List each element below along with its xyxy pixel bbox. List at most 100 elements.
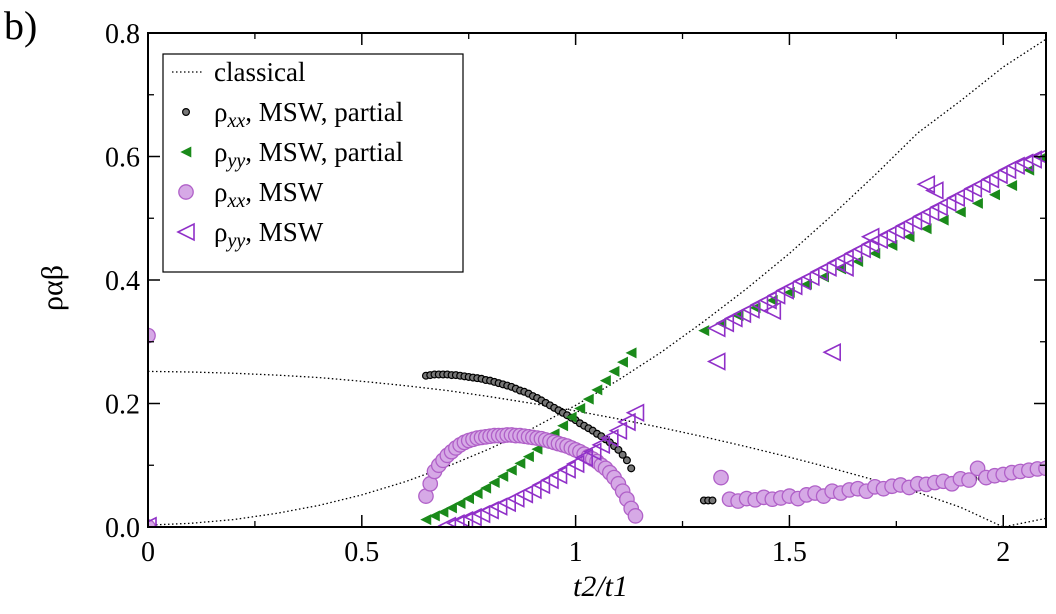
legend-entry: ρyy, MSW [176, 217, 324, 252]
data-point [698, 325, 710, 337]
data-point [591, 435, 611, 455]
x-tick-label: 1 [569, 537, 583, 568]
data-point [582, 442, 602, 461]
x-axis-label: t2/t1 [573, 570, 628, 603]
data-point [713, 469, 729, 486]
data-point [627, 464, 636, 473]
legend-label: ρyy, MSW, partial [214, 137, 403, 172]
data-point [600, 428, 619, 448]
data-point [920, 202, 940, 222]
data-point [488, 477, 500, 489]
data-point [523, 480, 542, 500]
data-point [886, 221, 906, 240]
data-point [420, 514, 432, 526]
data-point [835, 258, 854, 277]
data-point [522, 451, 534, 463]
data-point [622, 456, 631, 465]
data-point [445, 502, 457, 514]
series-4 [148, 149, 1046, 527]
legend-marker [180, 146, 192, 158]
data-point [852, 239, 871, 259]
data-point [497, 470, 509, 482]
data-point [971, 197, 983, 209]
data-point [1023, 164, 1035, 176]
data-point [916, 174, 936, 194]
data-point [437, 516, 457, 527]
legend-label: ρyy, MSW [214, 217, 324, 252]
data-point [608, 421, 628, 440]
data-point [706, 318, 726, 338]
legend-marker [176, 222, 195, 242]
x-tick-label: 1.5 [772, 537, 807, 568]
data-point [860, 227, 880, 247]
legend-marker [178, 184, 194, 200]
data-point [540, 470, 559, 490]
y-tick-label: 0.4 [105, 266, 140, 297]
data-point [616, 356, 628, 368]
data-point [454, 498, 466, 510]
data-point [480, 482, 492, 494]
data-point [972, 174, 991, 194]
x-tick-label: 2 [996, 537, 1010, 568]
data-point [531, 475, 551, 495]
data-point [989, 189, 1000, 201]
data-point [835, 249, 854, 268]
data-point [822, 342, 841, 362]
data-point [548, 465, 568, 485]
data-point [618, 450, 627, 459]
data-point [625, 347, 637, 359]
data-point [1031, 149, 1046, 164]
y-tick-label: 0.6 [105, 143, 140, 174]
legend-label: ρxx, MSW [214, 177, 324, 212]
data-point [514, 457, 526, 469]
data-point [741, 300, 760, 319]
data-point [954, 206, 966, 218]
legend-entry: ρxx, MSW [178, 177, 324, 212]
data-point [437, 506, 449, 518]
data-point [148, 516, 157, 527]
data-point [903, 231, 915, 243]
data-point [758, 291, 777, 310]
x-tick-label: 0 [141, 537, 155, 568]
data-point [565, 454, 585, 474]
y-tick-label: 0.0 [105, 513, 140, 544]
legend-entry: ρxx, MSW, partial [182, 97, 403, 132]
data-point [505, 464, 517, 476]
data-point [617, 412, 636, 432]
legend-marker [182, 107, 191, 116]
data-point [582, 393, 594, 405]
data-point [989, 165, 1008, 185]
data-point [557, 420, 569, 432]
data-point [625, 403, 645, 423]
classical-curve-1 [148, 370, 1046, 527]
legend-label: classical [214, 57, 305, 87]
y-tick-label: 0.2 [105, 390, 140, 421]
data-point [471, 488, 483, 500]
data-point [961, 472, 977, 488]
data-point [574, 448, 593, 468]
data-point [599, 375, 611, 387]
legend-entry: classical [172, 57, 305, 87]
legend-box [162, 53, 464, 273]
data-point [925, 181, 944, 200]
data-point [762, 301, 782, 321]
data-point [937, 193, 957, 213]
data-point [627, 508, 644, 524]
series-2 [420, 152, 1046, 526]
data-point [903, 212, 923, 231]
data-point [920, 223, 932, 235]
data-point [954, 184, 974, 203]
data-point [557, 460, 576, 479]
data-point [706, 352, 726, 371]
legend-entry: ρyy, MSW, partial [180, 137, 403, 172]
data-point [463, 493, 475, 505]
data-point [591, 384, 603, 396]
y-tick-label: 0.8 [105, 19, 140, 50]
panel-label: b) [4, 3, 38, 48]
data-point [749, 302, 761, 314]
data-point [708, 496, 717, 505]
data-point [783, 276, 803, 296]
series-3 [148, 327, 1046, 527]
data-point [428, 510, 440, 522]
